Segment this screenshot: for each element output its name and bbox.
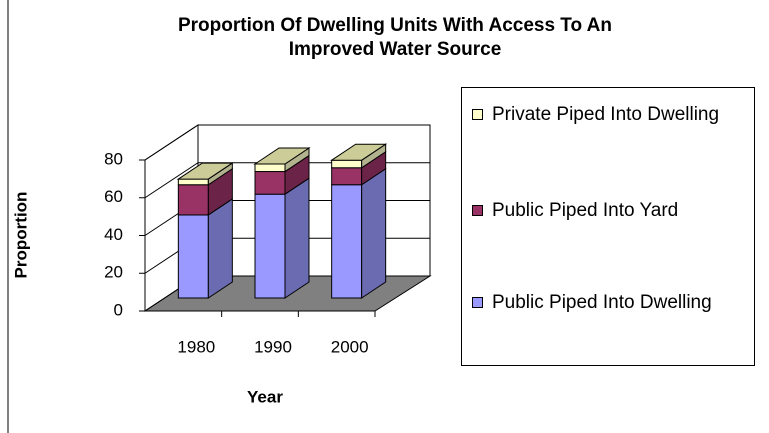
bar-segment bbox=[254, 177, 310, 299]
bar-front bbox=[331, 167, 363, 186]
y-tick-label: 60 bbox=[104, 187, 123, 206]
x-axis-label: Year bbox=[247, 387, 283, 406]
bar-front bbox=[331, 184, 363, 299]
bar-side bbox=[207, 198, 233, 299]
legend: Private Piped Into Dwelling Public Piped … bbox=[461, 87, 755, 366]
x-tick-label: 1990 bbox=[254, 337, 292, 356]
legend-entry: Public Piped Into Yard bbox=[472, 196, 742, 226]
bar-front bbox=[177, 178, 209, 186]
y-axis-label: Proportion bbox=[11, 192, 30, 279]
bar-side bbox=[361, 167, 387, 299]
legend-swatch bbox=[472, 297, 483, 308]
bar-front bbox=[254, 171, 286, 195]
bar-top bbox=[253, 147, 311, 165]
bar-segment bbox=[253, 147, 311, 173]
bar-front bbox=[254, 193, 286, 299]
y-tick-label: 20 bbox=[104, 263, 123, 282]
legend-label: Public Piped Into Dwelling bbox=[492, 292, 712, 313]
bar-segment bbox=[177, 167, 233, 216]
bar-segment bbox=[331, 167, 387, 299]
bar-front bbox=[254, 163, 286, 173]
bar-segment bbox=[176, 162, 234, 186]
bar-front bbox=[177, 184, 209, 216]
legend-swatch bbox=[472, 205, 483, 216]
legend-swatch bbox=[472, 109, 483, 120]
bar-segment bbox=[331, 150, 387, 186]
legend-label: Public Piped Into Yard bbox=[492, 200, 679, 221]
y-tick-label: 80 bbox=[104, 149, 123, 168]
bar-segment bbox=[177, 198, 233, 299]
bar-front bbox=[177, 214, 209, 299]
legend-entry: Public Piped Into Dwelling bbox=[472, 288, 742, 318]
legend-entry: Private Piped Into Dwelling bbox=[472, 100, 742, 130]
legend-label: Private Piped Into Dwelling bbox=[492, 104, 720, 125]
bar-segment bbox=[330, 143, 388, 169]
y-tick-label: 40 bbox=[104, 225, 123, 244]
x-tick-label: 1980 bbox=[177, 337, 215, 356]
bar-front bbox=[331, 159, 363, 169]
bar-top bbox=[330, 143, 388, 161]
grid-line bbox=[144, 124, 430, 161]
chart-title: Proportion Of Dwelling Units With Access… bbox=[177, 15, 613, 60]
bar-top bbox=[176, 162, 234, 180]
bar-side bbox=[284, 177, 310, 299]
y-tick-label: 0 bbox=[114, 300, 123, 319]
x-tick-label: 2000 bbox=[331, 337, 369, 356]
